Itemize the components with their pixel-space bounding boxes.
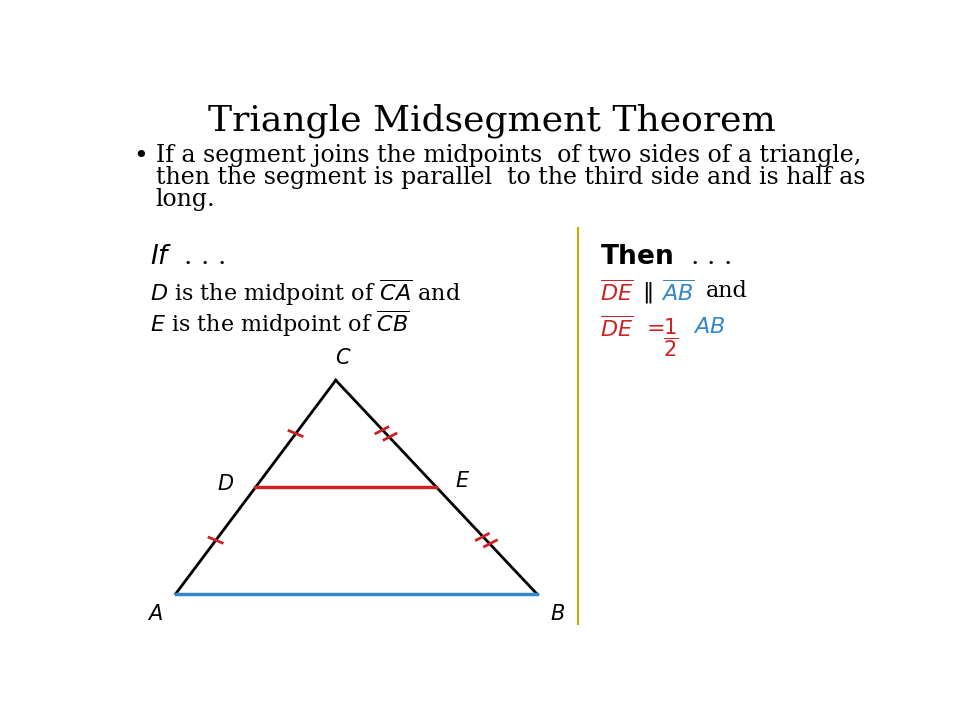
Text: long.: long. xyxy=(156,188,215,211)
Text: $E$: $E$ xyxy=(455,471,470,491)
Text: then the segment is parallel  to the third side and is half as: then the segment is parallel to the thir… xyxy=(156,166,865,189)
Text: •: • xyxy=(133,145,148,168)
Text: $D$ is the midpoint of $\overline{CA}$ and: $D$ is the midpoint of $\overline{CA}$ a… xyxy=(150,278,461,308)
Text: $\it{If}$  . . .: $\it{If}$ . . . xyxy=(150,244,225,269)
Text: $B$: $B$ xyxy=(550,603,565,624)
Text: $AB$: $AB$ xyxy=(693,317,725,338)
Text: $=$: $=$ xyxy=(642,317,665,338)
Text: $\|$: $\|$ xyxy=(642,280,653,305)
Text: $E$ is the midpoint of $\overline{CB}$: $E$ is the midpoint of $\overline{CB}$ xyxy=(150,308,409,338)
Text: and: and xyxy=(706,280,748,302)
Text: Triangle Midsegment Theorem: Triangle Midsegment Theorem xyxy=(208,103,776,138)
Text: $\overline{DE}$: $\overline{DE}$ xyxy=(600,280,633,306)
Text: $D$: $D$ xyxy=(218,474,234,494)
Text: $A$: $A$ xyxy=(147,603,163,624)
Text: $\bf{Then}$  . . .: $\bf{Then}$ . . . xyxy=(600,244,732,269)
Text: $\overline{DE}$: $\overline{DE}$ xyxy=(600,317,633,342)
Text: $\dfrac{1}{2}$: $\dfrac{1}{2}$ xyxy=(663,317,679,359)
Text: $\overline{AB}$: $\overline{AB}$ xyxy=(660,280,695,306)
Text: $C$: $C$ xyxy=(335,348,351,368)
Text: If a segment joins the midpoints  of two sides of a triangle,: If a segment joins the midpoints of two … xyxy=(156,143,861,166)
